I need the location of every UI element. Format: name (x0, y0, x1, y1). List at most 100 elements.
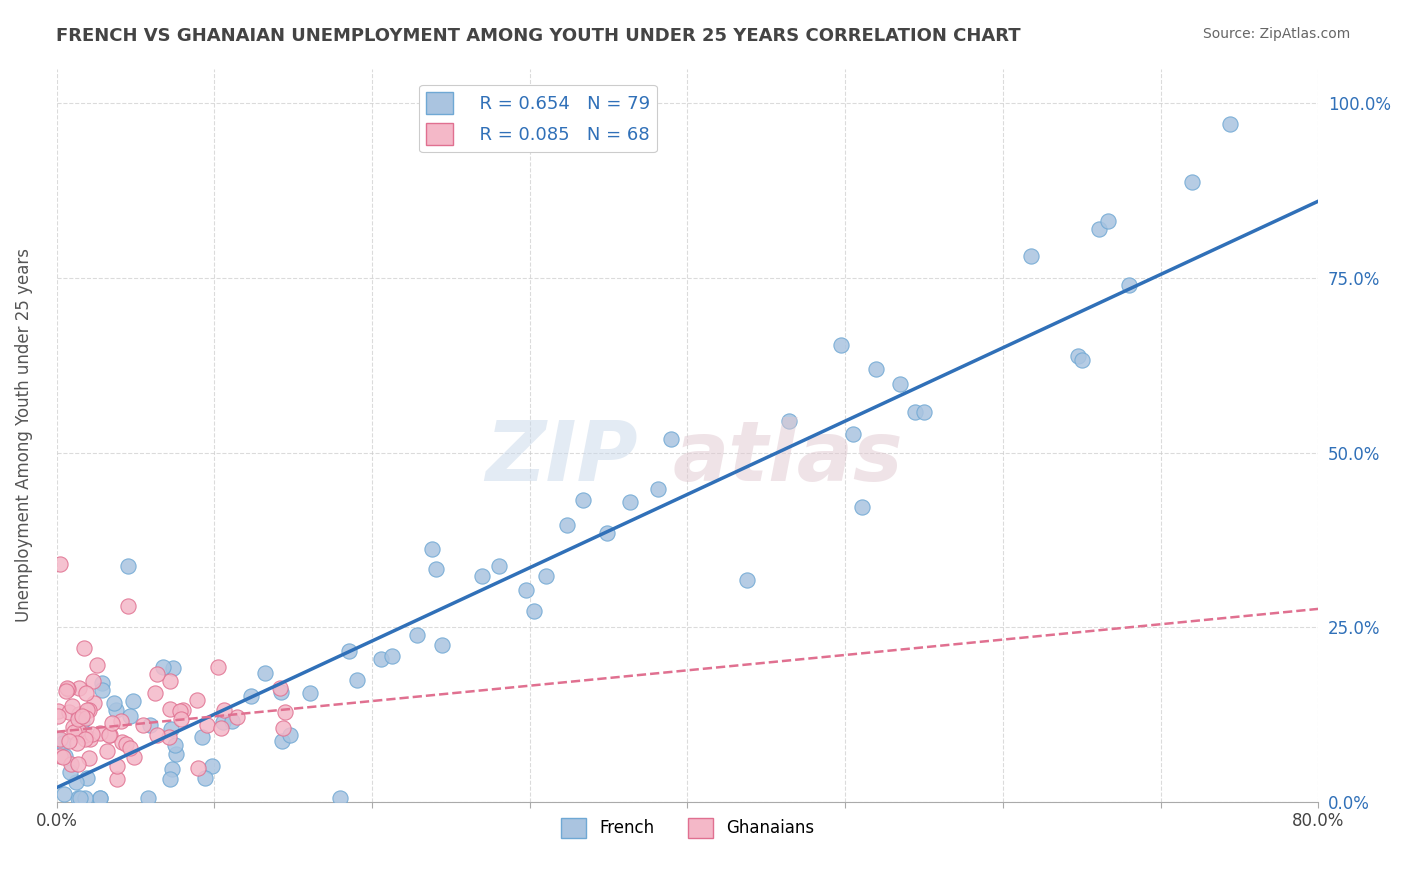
Point (221, 714, 243, 728)
Point (165, 747, 187, 762)
Point (194, 772, 217, 786)
Text: Source: ZipAtlas.com: Source: ZipAtlas.com (1202, 27, 1350, 41)
Point (70, 708, 93, 723)
Point (270, 685, 292, 699)
Point (101, 715, 124, 730)
Text: atlas: atlas (673, 417, 904, 498)
Point (339, 644, 361, 658)
Point (735, 573, 758, 587)
Point (55, 684, 77, 698)
Point (77, 703, 100, 717)
Point (159, 772, 181, 786)
Point (115, 737, 138, 751)
Point (555, 518, 578, 533)
Point (1067, 349, 1090, 363)
Point (49, 732, 72, 747)
Point (117, 559, 139, 574)
Point (66, 791, 89, 805)
Point (201, 758, 224, 772)
Point (146, 728, 169, 742)
Y-axis label: Unemployment Among Youth under 25 years: Unemployment Among Youth under 25 years (15, 248, 32, 622)
Point (169, 704, 191, 718)
Point (209, 721, 232, 735)
Point (425, 562, 447, 576)
Point (1088, 222, 1111, 236)
Point (187, 761, 209, 775)
Point (60, 698, 83, 713)
Point (381, 648, 404, 663)
Point (523, 604, 546, 618)
Point (254, 666, 277, 681)
Point (105, 759, 128, 773)
Point (1070, 353, 1092, 368)
Point (195, 718, 218, 732)
Point (1097, 214, 1119, 228)
Point (70, 724, 93, 739)
Point (912, 405, 935, 419)
Text: FRENCH VS GHANAIAN UNEMPLOYMENT AMONG YOUTH UNDER 25 YEARS CORRELATION CHART: FRENCH VS GHANAIAN UNEMPLOYMENT AMONG YO… (56, 27, 1021, 45)
Point (274, 705, 297, 719)
Point (67, 712, 90, 726)
Point (75, 711, 97, 725)
Point (157, 730, 180, 744)
Point (271, 721, 294, 735)
Point (56, 681, 79, 695)
Point (91, 675, 114, 690)
Point (619, 495, 641, 509)
Point (186, 693, 208, 707)
Point (79, 732, 101, 747)
Point (58, 764, 80, 779)
Point (191, 731, 214, 745)
Point (515, 582, 537, 597)
Point (73, 791, 96, 805)
Point (69, 791, 91, 805)
Point (1021, 249, 1043, 263)
Point (143, 686, 166, 700)
Point (163, 738, 186, 752)
Point (159, 702, 181, 716)
Point (58, 706, 80, 720)
Point (91, 682, 114, 697)
Point (83, 696, 105, 710)
Point (53, 787, 76, 801)
Point (75, 728, 97, 742)
Point (82, 673, 104, 688)
Point (122, 750, 145, 764)
Point (104, 703, 127, 717)
Point (65, 775, 87, 789)
Point (328, 791, 350, 805)
Point (1118, 277, 1140, 292)
Point (211, 714, 233, 729)
Point (56, 681, 79, 696)
Point (67, 707, 90, 722)
Point (111, 735, 134, 749)
Point (66, 709, 89, 723)
Point (145, 667, 167, 681)
Point (278, 728, 301, 742)
Point (73, 640, 96, 655)
Point (659, 432, 682, 446)
Point (169, 712, 191, 726)
Point (67, 681, 90, 695)
Point (865, 361, 887, 376)
Point (571, 493, 593, 508)
Point (58, 734, 80, 748)
Point (299, 685, 322, 699)
Point (160, 762, 183, 776)
Point (889, 376, 911, 391)
Point (118, 741, 141, 756)
Point (160, 722, 183, 736)
Point (214, 703, 236, 717)
Point (89, 791, 111, 805)
Point (647, 482, 669, 496)
Point (239, 690, 262, 704)
Point (117, 599, 139, 613)
Point (75, 731, 97, 746)
Point (430, 638, 453, 652)
Point (1219, 117, 1241, 131)
Point (162, 661, 184, 675)
Point (49, 558, 72, 572)
Point (851, 500, 873, 514)
Point (97, 728, 120, 742)
Point (841, 427, 863, 442)
